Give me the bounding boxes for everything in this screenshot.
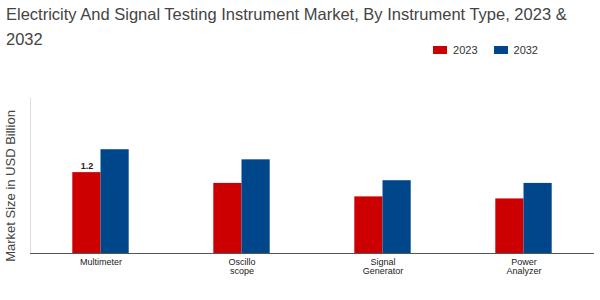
html-text:Market Size in USD Billion: Market Size in USD Billion xyxy=(2,110,18,262)
html-text:2023: 2023 xyxy=(453,44,478,56)
svg-text:SignalGenerator: SignalGenerator xyxy=(363,257,404,276)
svg-text:Multimeter: Multimeter xyxy=(80,257,122,267)
svg-text:1.2: 1.2 xyxy=(81,161,94,171)
svg-text:Oscilloscope: Oscilloscope xyxy=(228,257,255,276)
html-text:Electricity And Signal Testing: Electricity And Signal Testing Instrumen… xyxy=(6,5,567,48)
svg-text:PowerAnalyzer: PowerAnalyzer xyxy=(506,257,541,276)
html-text:2032: 2032 xyxy=(513,44,538,56)
